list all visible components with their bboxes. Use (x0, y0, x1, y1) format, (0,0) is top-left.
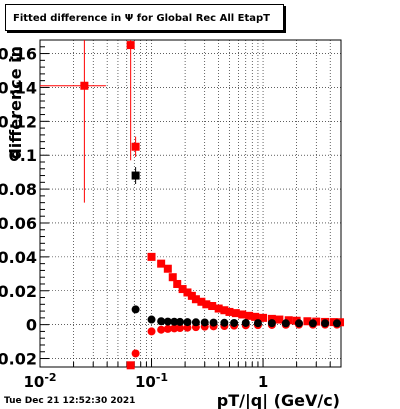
data-point-square (80, 81, 89, 90)
data-point-circle (175, 317, 184, 326)
data-point-circle (175, 324, 184, 333)
data-point-circle (241, 318, 250, 327)
data-point-square (191, 295, 200, 304)
data-point-circle (157, 317, 166, 326)
y-tick-label: 0.04 (0, 248, 37, 267)
y-tick-label: 0.08 (0, 180, 37, 199)
data-point-circle (230, 318, 239, 327)
data-point-square (157, 259, 166, 268)
data-point-circle (163, 317, 172, 326)
data-point-square (202, 300, 211, 309)
data-point-circle (253, 319, 262, 328)
axes-layer (39, 39, 342, 368)
data-point-square (238, 310, 247, 319)
data-point-circle (200, 318, 209, 327)
timestamp: Tue Dec 21 12:52:30 2021 (4, 396, 136, 406)
plot-frame (39, 39, 342, 368)
data-point-circle (131, 305, 140, 314)
data-point-square (147, 252, 156, 261)
y-axis-label: difference in (6, 46, 25, 160)
data-point-square (259, 313, 268, 322)
data-point-circle (191, 318, 200, 327)
data-point-square (183, 288, 192, 297)
data-point-circle (170, 324, 179, 333)
data-point-circle (170, 317, 179, 326)
title-box: Fitted difference in Ψ for Global Rec Al… (5, 4, 284, 31)
x-tick-label: 10-2 (23, 371, 56, 391)
x-tick-label: 10-1 (135, 371, 168, 391)
x-tick-label: 1 (258, 373, 268, 391)
y-tick-label: 0.16 (0, 45, 37, 64)
data-point-square (178, 285, 187, 294)
data-point-square (173, 279, 182, 288)
data-point-square (284, 316, 293, 325)
data-point-square (303, 317, 312, 326)
y-tick-label: 0.12 (0, 112, 37, 131)
y-tick-label: 0.14 (0, 78, 37, 97)
labels-layer: -0.02 0 0.02 0.04 0.06 0.08 0.1 0.12 0.14 0.16 10-… (0, 45, 340, 409)
data-point-circle (220, 318, 229, 327)
y-tick-label: -0.02 (0, 350, 37, 369)
data-point-square (208, 302, 217, 311)
marks-layer (40, 40, 345, 370)
data-point-circle (209, 318, 218, 327)
data-point-square (187, 291, 196, 300)
data-point-square (245, 311, 254, 320)
data-point-circle (163, 324, 172, 333)
data-point-square (131, 171, 140, 180)
data-point-square (275, 315, 284, 324)
data-point-circle (281, 319, 290, 328)
data-point-square (131, 142, 140, 151)
y-tick-label: 0 (26, 316, 37, 335)
chart-title: Fitted difference in Ψ for Global Rec Al… (13, 13, 271, 24)
data-point-circle (131, 349, 140, 358)
data-point-square (231, 309, 240, 318)
x-axis-label: pT/|q| (GeV/c) (217, 391, 340, 409)
data-point-square (168, 273, 177, 282)
data-point-square (197, 297, 206, 306)
data-point-square (163, 264, 172, 273)
y-tick-label: 0.02 (0, 282, 37, 301)
data-point-circle (147, 315, 156, 324)
data-point-square (251, 312, 260, 321)
data-point-circle (157, 325, 166, 334)
data-point-circle (183, 323, 192, 332)
data-point-circle (332, 319, 341, 328)
data-point-circle (321, 319, 330, 328)
data-point-square (267, 314, 276, 323)
data-point-circle (267, 319, 276, 328)
data-point-square (126, 361, 135, 370)
y-tick-label: 0.06 (0, 214, 37, 233)
data-point-circle (308, 319, 317, 328)
data-point-circle (183, 318, 192, 327)
data-point-circle (147, 327, 156, 336)
data-point-square (220, 306, 229, 315)
data-point-square (126, 41, 135, 50)
data-point-square (225, 307, 234, 316)
data-point-circle (294, 319, 303, 328)
y-tick-label: 0.1 (9, 146, 37, 165)
grid-layer (40, 40, 342, 367)
data-point-square (214, 304, 223, 313)
